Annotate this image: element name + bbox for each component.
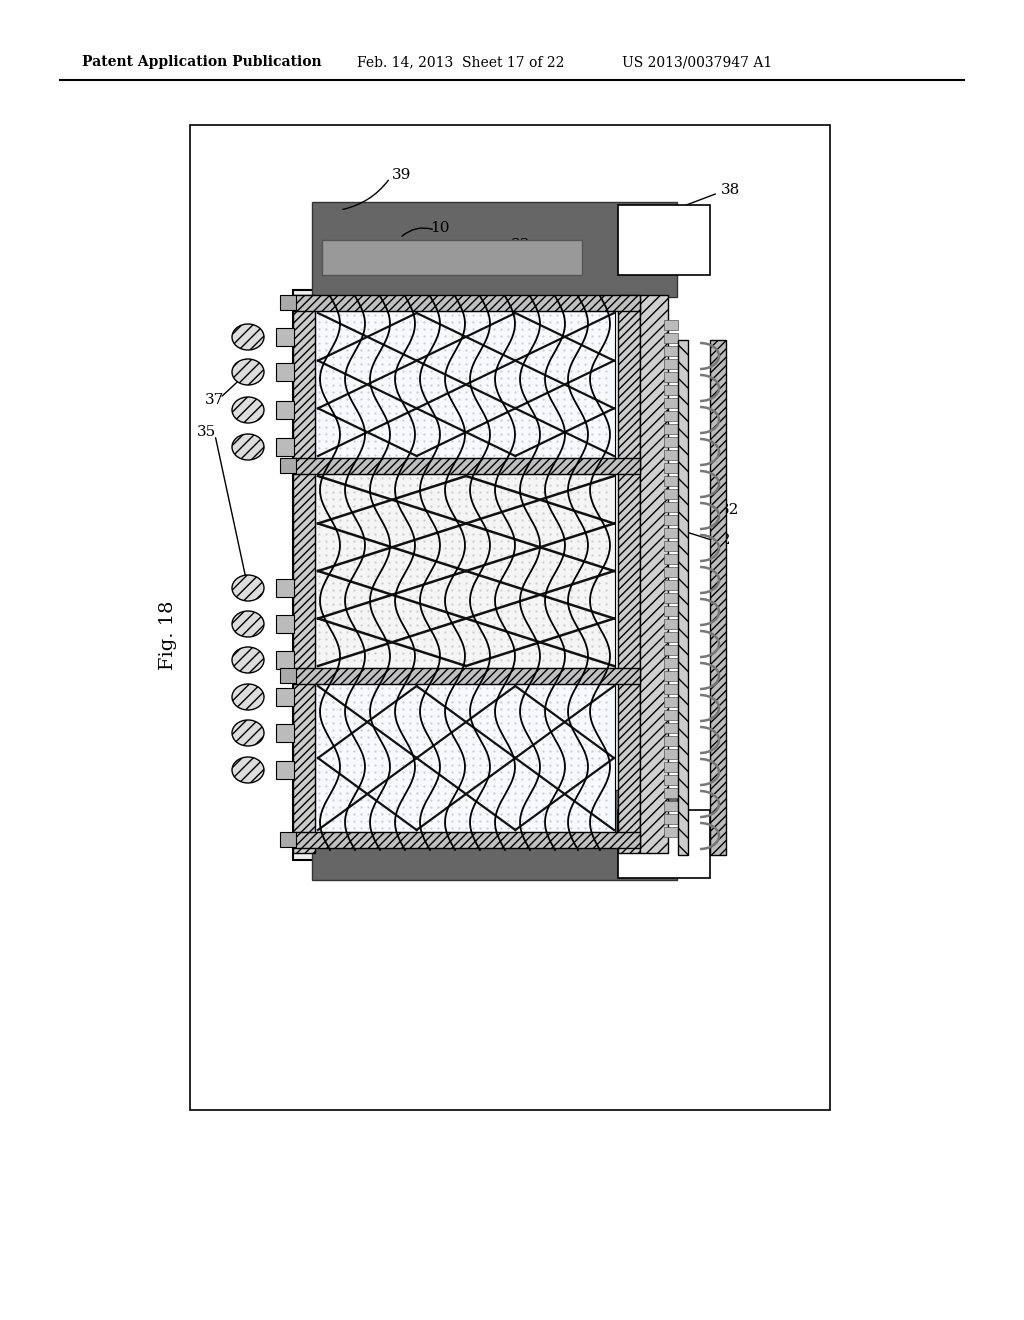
Bar (315, 312, 615, 458)
Bar (664, 554, 678, 564)
Text: 10: 10 (430, 220, 450, 235)
Bar (640, 294, 668, 853)
Bar (664, 606, 678, 616)
Bar (664, 541, 678, 550)
Ellipse shape (232, 434, 264, 459)
Text: 39: 39 (392, 168, 412, 182)
Bar (664, 579, 678, 590)
Ellipse shape (232, 359, 264, 385)
Bar (664, 762, 678, 772)
Bar (664, 319, 678, 330)
Ellipse shape (232, 397, 264, 422)
Bar (664, 450, 678, 459)
Bar (276, 438, 294, 455)
Bar (710, 341, 726, 855)
Bar (276, 327, 294, 346)
Bar (276, 579, 294, 597)
Bar (664, 502, 678, 512)
Text: 35: 35 (198, 425, 217, 440)
Text: Patent Application Publication: Patent Application Publication (82, 55, 322, 69)
Bar (664, 359, 678, 370)
Bar (664, 697, 678, 708)
Bar (280, 668, 296, 682)
Bar (664, 477, 678, 486)
Bar (276, 762, 294, 779)
Bar (664, 632, 678, 642)
Bar (664, 515, 678, 525)
Bar (664, 775, 678, 785)
Bar (678, 341, 688, 855)
Bar (618, 205, 710, 275)
Bar (618, 294, 640, 853)
Bar (315, 684, 615, 832)
Bar (280, 294, 296, 310)
Bar (664, 411, 678, 421)
Ellipse shape (232, 611, 264, 638)
Bar (276, 723, 294, 742)
Bar (664, 645, 678, 655)
Bar (664, 593, 678, 603)
Text: Fig. 18: Fig. 18 (159, 601, 177, 669)
Bar (190, 125, 830, 1110)
Bar (312, 789, 677, 880)
Bar (293, 668, 640, 684)
Bar (664, 528, 678, 539)
Bar (322, 240, 582, 275)
Bar (664, 619, 678, 630)
Bar (664, 333, 678, 343)
Ellipse shape (232, 576, 264, 601)
Bar (293, 294, 640, 312)
Bar (280, 458, 296, 473)
Bar (664, 710, 678, 719)
Text: US 2013/0037947 A1: US 2013/0037947 A1 (622, 55, 772, 69)
Bar (664, 424, 678, 434)
Bar (664, 684, 678, 694)
Bar (276, 401, 294, 418)
Bar (664, 788, 678, 799)
Text: 32: 32 (720, 503, 739, 517)
Bar (664, 372, 678, 381)
Bar (293, 458, 640, 474)
Bar (664, 737, 678, 746)
Bar (664, 437, 678, 447)
Bar (664, 748, 678, 759)
Text: 37: 37 (206, 393, 224, 407)
Bar (618, 810, 710, 878)
Bar (664, 488, 678, 499)
Text: Feb. 14, 2013  Sheet 17 of 22: Feb. 14, 2013 Sheet 17 of 22 (357, 55, 564, 69)
Bar (664, 346, 678, 356)
Bar (293, 832, 640, 847)
Bar (664, 814, 678, 824)
Bar (276, 615, 294, 634)
Bar (293, 294, 315, 853)
Bar (664, 671, 678, 681)
Bar (664, 399, 678, 408)
Text: 22: 22 (713, 533, 732, 546)
Ellipse shape (232, 647, 264, 673)
Bar (664, 568, 678, 577)
Bar (276, 651, 294, 669)
Ellipse shape (232, 684, 264, 710)
Ellipse shape (232, 719, 264, 746)
Bar (280, 832, 296, 847)
Ellipse shape (232, 323, 264, 350)
Text: 33: 33 (510, 238, 529, 252)
Bar (276, 363, 294, 381)
Text: 38: 38 (720, 183, 739, 197)
Bar (315, 474, 615, 668)
Ellipse shape (232, 756, 264, 783)
Bar (312, 202, 677, 297)
Bar (664, 801, 678, 810)
Bar (664, 657, 678, 668)
Bar (664, 828, 678, 837)
Bar (664, 463, 678, 473)
Bar (664, 385, 678, 395)
Bar (293, 290, 643, 861)
Bar (664, 723, 678, 733)
Bar (276, 688, 294, 706)
